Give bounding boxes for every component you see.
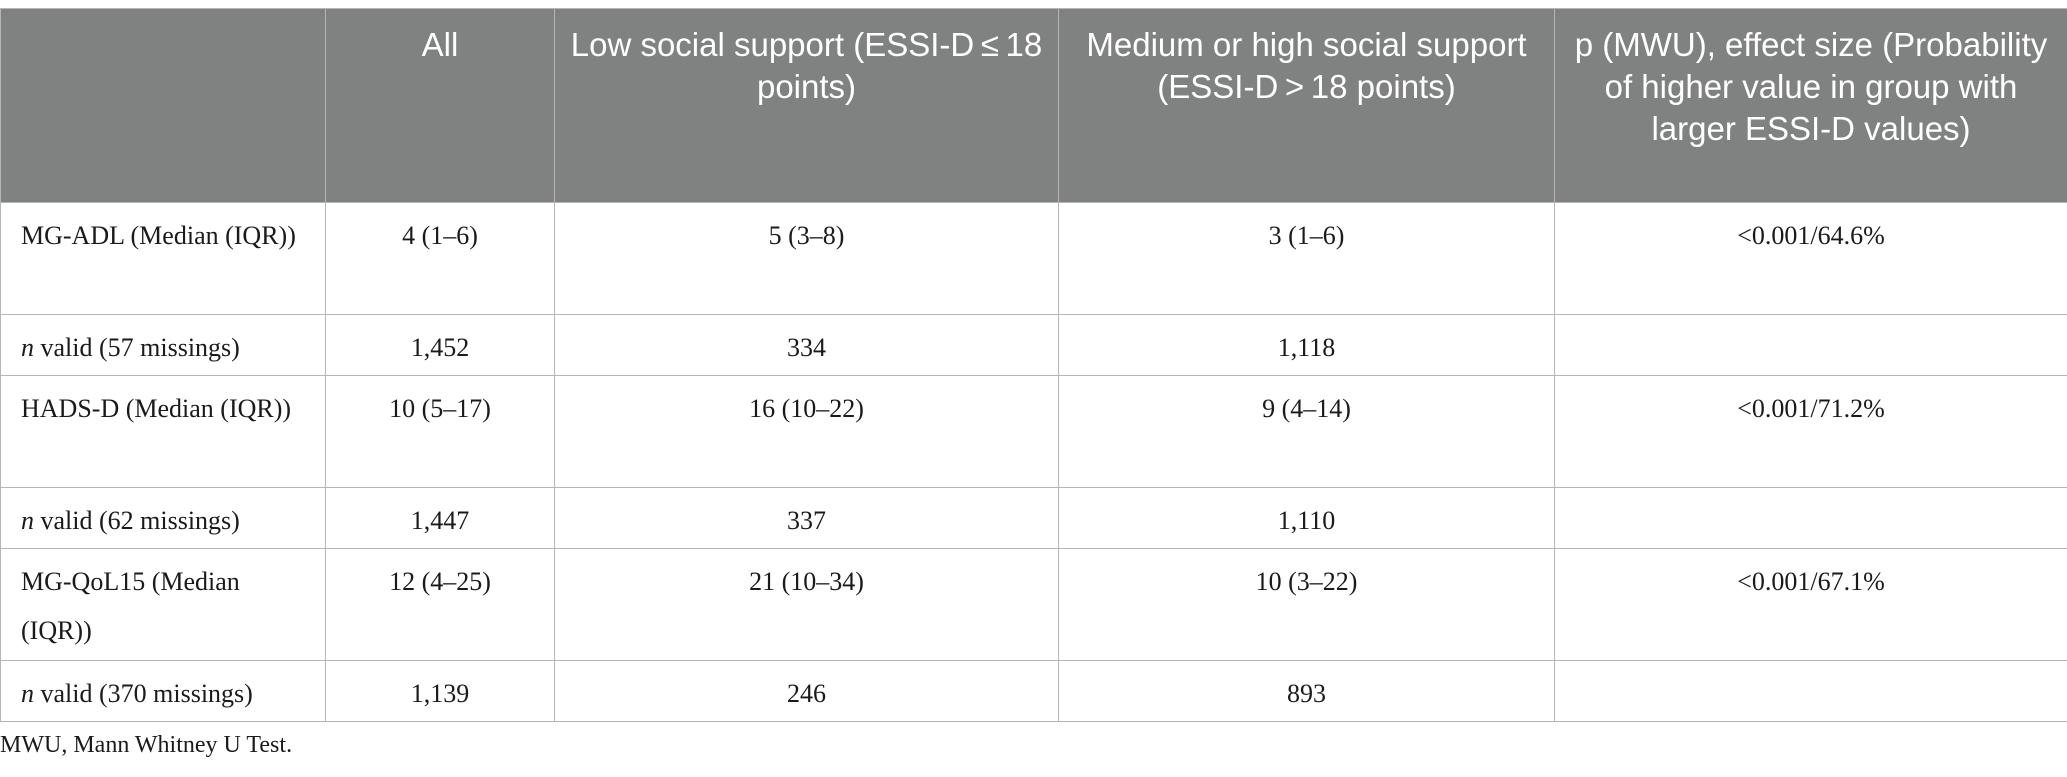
table-header: All Low social support (ESSI-D ≤ 18 poin… (0, 8, 2067, 203)
table-row: HADS-D (Median (IQR)) 10 (5–17) 16 (10–2… (0, 375, 2067, 488)
cell-medium-high: 893 (1058, 660, 1555, 722)
row-label: n valid (57 missings) (0, 314, 326, 376)
row-label: MG-QoL15 (Median (IQR)) (0, 548, 326, 661)
cell-all: 1,452 (325, 314, 555, 376)
label-text: HADS-D (Median (IQR)) (21, 394, 292, 423)
row-label: n valid (62 missings) (0, 487, 326, 549)
header-p-effect-size: p (MWU), effect size (Probability of hig… (1554, 8, 2067, 203)
cell-low: 246 (554, 660, 1059, 722)
cell-all: 10 (5–17) (325, 375, 555, 488)
cell-p (1554, 660, 2067, 722)
table-body: MG-ADL (Median (IQR)) 4 (1–6) 5 (3–8) 3 … (0, 202, 2067, 722)
cell-p: <0.001/71.2% (1554, 375, 2067, 488)
cell-low: 16 (10–22) (554, 375, 1059, 488)
label-text: valid (57 missings) (34, 333, 240, 362)
table-row: MG-QoL15 (Median (IQR)) 12 (4–25) 21 (10… (0, 548, 2067, 661)
label-italic-prefix: n (21, 679, 34, 708)
cell-p: <0.001/67.1% (1554, 548, 2067, 661)
cell-p: <0.001/64.6% (1554, 202, 2067, 315)
header-medium-high-support: Medium or high social support (ESSI-D > … (1058, 8, 1555, 203)
row-label: HADS-D (Median (IQR)) (0, 375, 326, 488)
header-low-support: Low social support (ESSI-D ≤ 18 points) (554, 8, 1059, 203)
table-footnote: MWU, Mann Whitney U Test. (0, 732, 293, 758)
cell-medium-high: 1,110 (1058, 487, 1555, 549)
row-label: MG-ADL (Median (IQR)) (0, 202, 326, 315)
cell-low: 5 (3–8) (554, 202, 1059, 315)
label-text: valid (62 missings) (34, 506, 240, 535)
cell-all: 1,139 (325, 660, 555, 722)
row-label: n valid (370 missings) (0, 660, 326, 722)
cell-low: 334 (554, 314, 1059, 376)
label-text: MG-QoL15 (Median (IQR)) (21, 567, 240, 645)
cell-medium-high: 9 (4–14) (1058, 375, 1555, 488)
cell-all: 4 (1–6) (325, 202, 555, 315)
results-table: All Low social support (ESSI-D ≤ 18 poin… (0, 8, 2067, 722)
label-italic-prefix: n (21, 333, 34, 362)
cell-medium-high: 3 (1–6) (1058, 202, 1555, 315)
header-row: All Low social support (ESSI-D ≤ 18 poin… (0, 8, 2067, 203)
label-text: MG-ADL (Median (IQR)) (21, 221, 296, 250)
cell-medium-high: 10 (3–22) (1058, 548, 1555, 661)
cell-p (1554, 487, 2067, 549)
header-empty (0, 8, 326, 203)
table-row: MG-ADL (Median (IQR)) 4 (1–6) 5 (3–8) 3 … (0, 202, 2067, 315)
table-row: n valid (62 missings) 1,447 337 1,110 (0, 487, 2067, 549)
label-italic-prefix: n (21, 506, 34, 535)
cell-low: 337 (554, 487, 1059, 549)
cell-all: 1,447 (325, 487, 555, 549)
cell-medium-high: 1,118 (1058, 314, 1555, 376)
header-all: All (325, 8, 555, 203)
cell-low: 21 (10–34) (554, 548, 1059, 661)
label-text: valid (370 missings) (34, 679, 253, 708)
table-row: n valid (370 missings) 1,139 246 893 (0, 660, 2067, 722)
table-row: n valid (57 missings) 1,452 334 1,118 (0, 314, 2067, 376)
cell-all: 12 (4–25) (325, 548, 555, 661)
cell-p (1554, 314, 2067, 376)
